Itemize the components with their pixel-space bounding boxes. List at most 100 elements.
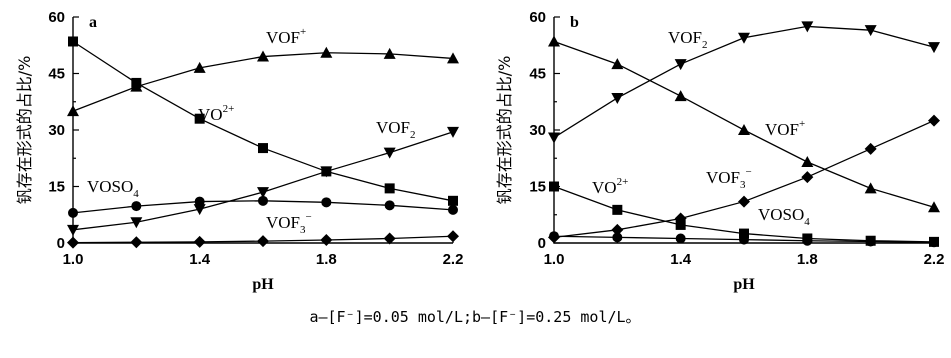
x-axis-title: pH (252, 276, 274, 293)
series-VOF2: VOF2 (67, 118, 459, 236)
series-VOF3-: VOF3− (67, 211, 459, 249)
y-tick-label: 60 (529, 9, 546, 26)
data-point-triangle-down (738, 32, 750, 44)
data-point-circle (739, 234, 749, 245)
series-label: VOSO4 (758, 205, 810, 228)
data-point-diamond (738, 195, 750, 208)
data-point-diamond (257, 235, 269, 248)
series-VO2+: VO2+ (68, 36, 458, 206)
data-point-triangle-up (320, 46, 333, 58)
x-tick-label: 1.8 (316, 251, 337, 268)
series-VOF2: VOF2 (548, 21, 940, 144)
y-axis-title: 钒存在形式的占比/% (15, 56, 34, 205)
data-point-circle (929, 237, 939, 248)
data-point-triangle-up (611, 58, 624, 70)
x-tick-label: 2.2 (443, 251, 464, 268)
data-point-diamond (447, 230, 459, 243)
data-point-triangle-up (193, 61, 206, 73)
data-point-triangle-down (257, 187, 269, 199)
data-point-triangle-up (801, 156, 814, 168)
series-VOSO4: VOSO4 (549, 205, 939, 248)
data-point-square (194, 113, 205, 124)
x-tick-label: 1.4 (670, 251, 692, 268)
y-axis-title: 钒存在形式的占比/% (495, 56, 514, 205)
data-point-circle (68, 207, 78, 218)
data-point-triangle-up (928, 201, 940, 213)
panel-letter: a (89, 14, 97, 31)
x-axis-title: pH (733, 276, 755, 293)
y-tick-label: 0 (538, 235, 546, 252)
data-point-triangle-down (193, 204, 206, 216)
data-point-square (68, 36, 78, 47)
data-point-circle (384, 200, 395, 211)
x-tick-label: 1.8 (797, 251, 818, 268)
data-point-square (549, 181, 559, 192)
data-point-square (612, 204, 623, 215)
data-point-triangle-down (611, 92, 624, 104)
data-point-triangle-up (738, 124, 750, 135)
x-tick-label: 1.0 (544, 251, 565, 268)
series-label: VOF+ (266, 26, 306, 47)
data-point-circle (549, 231, 559, 242)
series-label: VOF2 (376, 118, 416, 141)
series-label: VOSO4 (87, 177, 139, 200)
figure-caption: a—[F⁻]=0.05 mol/L;b—[F⁻]=0.25 mol/L。 (309, 308, 640, 326)
data-point-diamond (611, 223, 624, 236)
data-point-triangle-down (447, 126, 459, 138)
data-point-triangle-up (383, 47, 396, 59)
data-point-square (739, 228, 749, 239)
series-VOF+: VOF+ (548, 35, 940, 213)
data-point-circle (321, 197, 332, 208)
series-VOF3-: VOF3− (548, 114, 940, 244)
data-point-diamond (130, 236, 143, 249)
series-label: VOF3− (706, 166, 752, 191)
x-tick-label: 2.2 (924, 251, 945, 268)
data-point-triangle-down (548, 132, 560, 144)
data-point-triangle-up (257, 50, 269, 62)
y-tick-label: 45 (48, 66, 65, 83)
series-VOSO4: VOSO4 (68, 177, 458, 218)
chart-panel-b: 0 15 30 45 60 1.0 1.4 1.8 2.2 pH 钒存在形式的占比/% b VOF2 VO… (495, 9, 944, 293)
data-point-circle (258, 195, 268, 206)
data-point-square (448, 195, 458, 206)
data-point-circle (448, 204, 458, 215)
series-label: VOF2 (668, 28, 708, 51)
data-point-diamond (193, 235, 206, 248)
data-point-diamond (801, 171, 814, 184)
data-point-diamond (67, 236, 79, 249)
data-point-triangle-down (383, 147, 396, 159)
series-label: VOF3− (266, 211, 312, 236)
data-point-square (384, 183, 395, 194)
y-tick-label: 30 (48, 122, 65, 139)
y-tick-label: 30 (529, 122, 546, 139)
data-point-triangle-up (674, 90, 687, 102)
data-point-triangle-down (801, 21, 814, 33)
data-point-triangle-up (548, 35, 560, 47)
data-point-circle (194, 196, 205, 207)
chart-panel-a: 0 15 30 45 60 1.0 1.4 1.8 2.2 pH 钒存在形式的占比/% a VO2+ VO… (15, 9, 463, 293)
x-tick-label: 1.0 (63, 251, 84, 268)
data-point-triangle-down (130, 217, 143, 229)
y-tick-label: 0 (57, 235, 65, 252)
series-label: VO2+ (198, 103, 234, 124)
data-point-triangle-up (864, 182, 877, 194)
panel-letter: b (570, 14, 579, 31)
series-VOF+: VOF+ (67, 26, 459, 117)
data-point-circle (131, 201, 142, 212)
data-point-triangle-down (864, 25, 877, 37)
data-point-triangle-down (674, 59, 687, 71)
data-point-square (258, 143, 268, 154)
data-point-diamond (383, 232, 396, 245)
data-point-diamond (864, 142, 877, 155)
data-point-diamond (320, 233, 333, 246)
data-point-triangle-up (130, 80, 143, 92)
data-point-circle (802, 235, 813, 246)
data-point-circle (675, 233, 686, 244)
data-point-triangle-up (447, 52, 459, 64)
series-label: VOF+ (765, 118, 805, 139)
y-tick-label: 15 (529, 179, 546, 196)
series-label: VO2+ (592, 176, 628, 197)
data-point-diamond (928, 114, 940, 127)
data-point-triangle-down (67, 224, 79, 236)
